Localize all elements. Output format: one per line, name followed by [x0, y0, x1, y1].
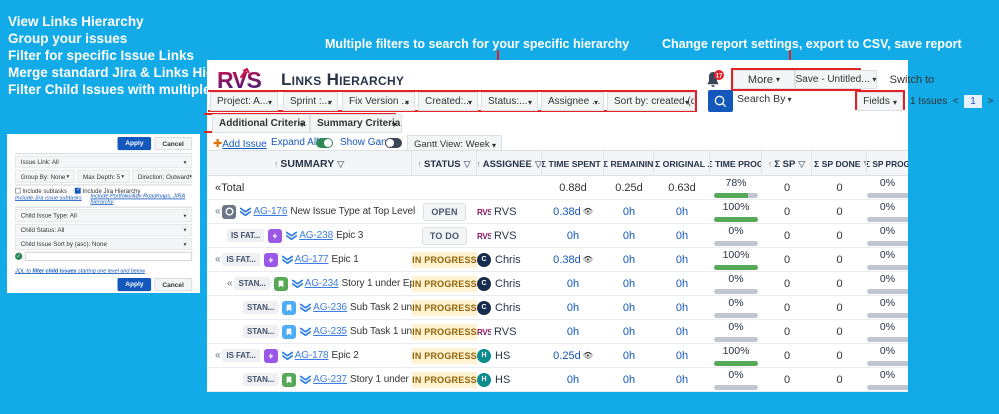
- svg-text:RVS: RVS: [477, 231, 491, 240]
- svg-text:RVS: RVS: [477, 327, 491, 336]
- svg-text:RVS: RVS: [477, 207, 491, 216]
- svg-text:17: 17: [715, 72, 723, 79]
